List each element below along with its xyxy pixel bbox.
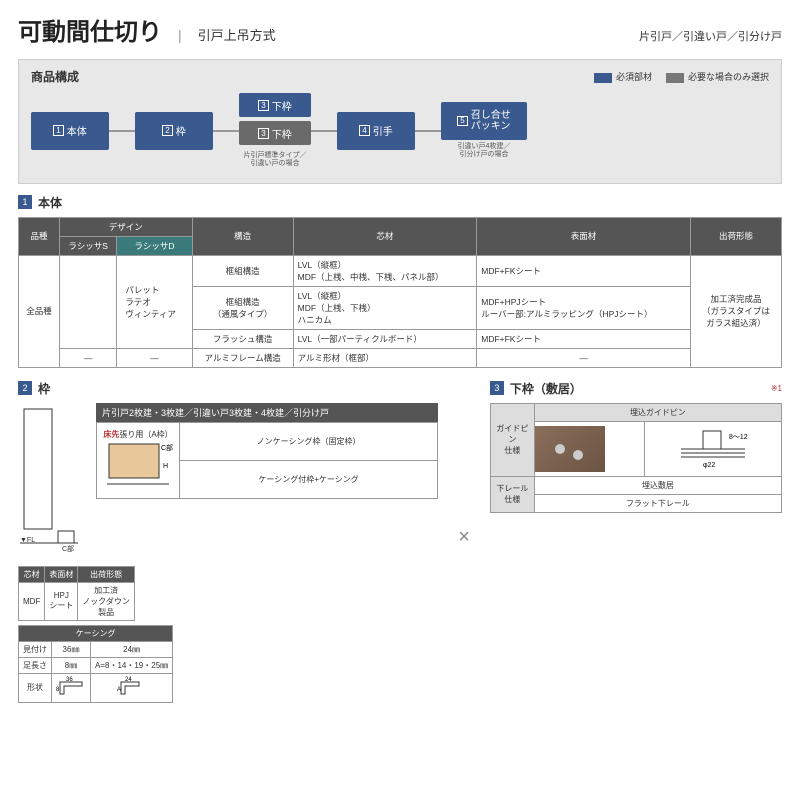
composition-title: 商品構成 (31, 68, 79, 85)
frame-cross-section: C部 H (103, 440, 173, 490)
pin-dimension-diagram: φ22 8〜12 (673, 425, 753, 471)
page-title: 可動間仕切り (18, 12, 162, 47)
subtitle: 引戸上吊方式 (198, 25, 276, 44)
svg-text:▼FL: ▼FL (20, 537, 35, 544)
node5-note: 引違い戸4枚建／ 引分け戸の場合 (458, 143, 511, 160)
flow-node-2: 2枠 (135, 112, 213, 150)
svg-text:8〜12: 8〜12 (729, 434, 748, 441)
composition-panel: 商品構成 必須部材 必要な場合のみ選択 1本体 2枠 3下枠 3下枠 片引戸標準… (18, 59, 782, 184)
shape-icon-2: 24 A (117, 676, 147, 698)
guide-pin-photo (535, 426, 605, 472)
sec3-note: ※1 (771, 384, 782, 393)
mini-table-material: 芯材表面材出荷形態 MDFHPJ シート加工済 ノックダウン 製品 (18, 566, 135, 621)
shape-icon-1: 36 8 (56, 676, 86, 698)
sec3-label: 下枠（敷居） (510, 380, 582, 397)
spec-table-1: 品種 デザイン 構造 芯材 表面材 出荷形態 ラシッサS ラシッサD 全品種 パ… (18, 217, 782, 368)
svg-text:24: 24 (125, 677, 132, 683)
flow-node-3b: 3下枠 (239, 121, 311, 145)
svg-text:36: 36 (66, 677, 73, 683)
svg-text:H: H (163, 463, 168, 470)
door-types: 片引戸／引違い戸／引分け戸 (639, 28, 782, 44)
multiply-icon: × (448, 526, 480, 549)
door-diagram: ▼FL C部 (18, 403, 88, 556)
sill-table: ガイドピン 仕様 埋込ガイドピン φ22 8〜12 (490, 403, 782, 513)
sec2-num: 2 (18, 381, 32, 395)
svg-text:C部: C部 (62, 544, 74, 553)
flow-node-3a: 3下枠 (239, 93, 311, 117)
mini-table-casing: ケーシング 見付け36㎜24㎜ 足長さ8㎜A=8・14・19・25㎜ 形状 36… (18, 625, 173, 703)
flow-node-5: 5召し合せ パッキン (441, 102, 527, 140)
sec2-label: 枠 (38, 380, 50, 397)
sec1-label: 本体 (38, 194, 62, 211)
flow-node-1: 1本体 (31, 112, 109, 150)
separator: | (178, 27, 182, 43)
legend-required: 必須部材 (594, 70, 652, 83)
svg-text:C部: C部 (161, 443, 173, 452)
flow-node-4: 4引手 (337, 112, 415, 150)
sec3-num: 3 (490, 381, 504, 395)
svg-text:A: A (117, 687, 121, 693)
sec1-num: 1 (18, 195, 32, 209)
frame-header: 片引戸2枚建・3枚建／引違い戸3枚建・4枚建／引分け戸 (96, 403, 438, 422)
svg-text:8: 8 (56, 687, 60, 693)
svg-text:φ22: φ22 (703, 462, 715, 469)
node3-note: 片引戸標準タイプ／ 引違い戸の場合 (244, 152, 307, 169)
legend-optional: 必要な場合のみ選択 (666, 70, 769, 83)
